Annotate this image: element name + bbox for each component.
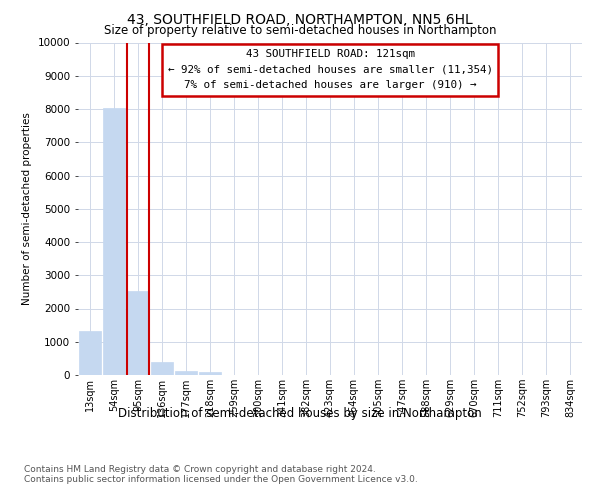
Bar: [175, 370, 197, 375]
Text: 43 SOUTHFIELD ROAD: 121sqm
← 92% of semi-detached houses are smaller (11,354)
7%: 43 SOUTHFIELD ROAD: 121sqm ← 92% of semi…: [167, 49, 493, 90]
Text: Distribution of semi-detached houses by size in Northampton: Distribution of semi-detached houses by …: [118, 408, 482, 420]
Bar: [127, 291, 149, 375]
Bar: [103, 108, 125, 375]
Bar: [199, 372, 221, 375]
Bar: [151, 362, 173, 375]
Text: Contains HM Land Registry data © Crown copyright and database right 2024.: Contains HM Land Registry data © Crown c…: [24, 465, 376, 474]
Y-axis label: Number of semi-detached properties: Number of semi-detached properties: [22, 112, 32, 305]
Text: Size of property relative to semi-detached houses in Northampton: Size of property relative to semi-detach…: [104, 24, 496, 37]
Text: Contains public sector information licensed under the Open Government Licence v3: Contains public sector information licen…: [24, 475, 418, 484]
Text: 43, SOUTHFIELD ROAD, NORTHAMPTON, NN5 6HL: 43, SOUTHFIELD ROAD, NORTHAMPTON, NN5 6H…: [127, 12, 473, 26]
Bar: [79, 331, 101, 375]
